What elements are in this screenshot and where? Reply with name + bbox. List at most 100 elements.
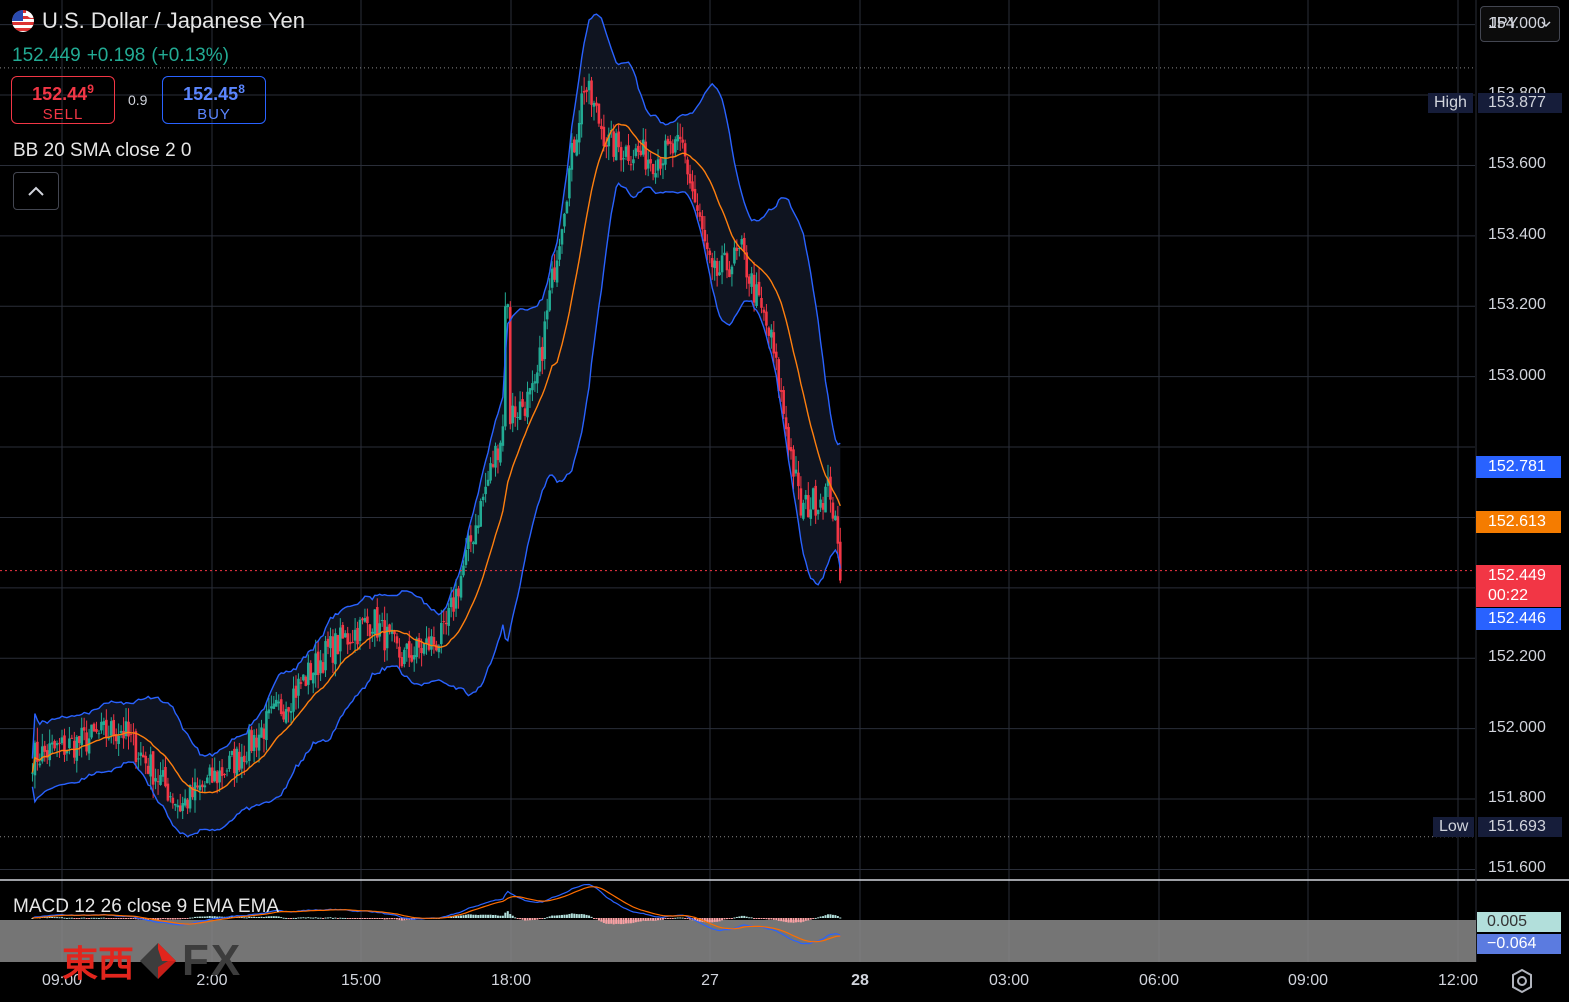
high-tag: High — [1428, 93, 1473, 113]
macd-histogram-bar — [536, 918, 539, 920]
candle-body — [826, 478, 830, 486]
price-tick: 153.400 — [1488, 225, 1546, 243]
macd-histogram-bar — [238, 917, 241, 919]
candle-body — [814, 485, 817, 516]
macd-histogram-bar — [339, 917, 342, 919]
macd-histogram-bar — [107, 918, 110, 919]
candle-body — [484, 486, 487, 495]
macd-histogram-bar — [290, 918, 293, 919]
macd-histogram-bar — [359, 918, 362, 919]
collapse-legend-button[interactable] — [13, 172, 59, 210]
macd-histogram-bar — [144, 918, 147, 920]
macd-histogram-bar — [287, 918, 290, 919]
macd-histogram-bar — [765, 918, 768, 920]
candle-body — [738, 247, 741, 249]
macd-histogram-bar — [809, 918, 812, 920]
macd-histogram-bar — [625, 918, 628, 924]
macd-histogram-bar — [391, 918, 394, 920]
macd-histogram-bar — [740, 915, 743, 918]
candle-body — [80, 727, 84, 745]
candle-body — [570, 142, 574, 170]
macd-histogram-bar — [583, 914, 586, 918]
candle-body — [55, 743, 59, 746]
macd-histogram-bar — [570, 913, 573, 918]
candle-body — [233, 748, 236, 774]
currency-select[interactable]: JPY — [1480, 6, 1560, 42]
candle-body — [417, 638, 421, 648]
macd-histogram-bar — [388, 918, 391, 920]
macd-histogram-bar — [206, 916, 209, 918]
macd-histogram-bar — [593, 918, 595, 919]
sell-button[interactable]: 152.449 SELL — [11, 76, 115, 124]
macd-histogram-bar — [129, 918, 132, 919]
candle-body — [703, 229, 707, 242]
macd-histogram-bar — [68, 917, 71, 919]
time-tick: 2:00 — [196, 972, 228, 989]
candle-body — [705, 242, 709, 250]
time-tick: 27 — [701, 972, 719, 989]
candle-body — [206, 777, 209, 784]
macd-histogram-bar — [90, 917, 93, 919]
macd-histogram-bar — [275, 916, 278, 918]
candle-body — [388, 624, 391, 631]
macd-histogram-bar — [457, 915, 460, 918]
bollinger-legend[interactable]: BB 20 SMA close 2 0 — [13, 140, 192, 161]
candle-body — [304, 676, 308, 686]
macd-histogram-bar — [787, 918, 790, 923]
candle-body — [48, 743, 51, 761]
macd-histogram-bar — [383, 918, 386, 920]
macd-histogram-bar — [203, 916, 206, 918]
candle-body — [109, 721, 113, 736]
candle-body — [63, 735, 66, 755]
candle-body — [592, 102, 596, 107]
macd-histogram-bar — [115, 918, 118, 919]
macd-histogram-bar — [679, 917, 682, 919]
macd-legend[interactable]: MACD 12 26 close 9 EMA EMA — [13, 896, 280, 917]
settings-gear-icon[interactable] — [1507, 966, 1537, 996]
macd-histogram-bar — [654, 918, 657, 921]
candle-body — [597, 103, 601, 124]
macd-histogram-bar — [568, 914, 571, 918]
macd-histogram-bar — [102, 917, 105, 919]
macd-histogram-bar — [649, 918, 652, 921]
candle-body — [95, 729, 98, 732]
candle-body — [432, 637, 436, 645]
macd-histogram-bar — [171, 918, 174, 920]
candle-body — [284, 709, 288, 723]
candle-body — [70, 737, 74, 739]
candle-body — [139, 752, 143, 756]
candle-body — [671, 143, 675, 154]
candle-body — [117, 735, 120, 744]
candle-body — [311, 672, 315, 684]
candle-body — [223, 774, 226, 776]
macd-histogram-bar — [743, 915, 746, 918]
current-price-badge: 152.449 00:22 — [1476, 565, 1561, 607]
candle-body — [494, 445, 497, 468]
macd-histogram-bar — [53, 917, 56, 919]
macd-histogram-bar — [790, 918, 793, 923]
candle-body — [430, 636, 433, 650]
macd-histogram-bar — [716, 918, 719, 922]
candle-body — [755, 284, 758, 306]
symbol-header[interactable]: U.S. Dollar / Japanese Yen — [12, 8, 305, 34]
macd-histogram-bar — [56, 917, 59, 919]
time-tick: 06:00 — [1138, 972, 1180, 989]
candle-body — [698, 212, 702, 217]
macd-histogram-bar — [492, 915, 495, 918]
candle-body — [383, 620, 386, 651]
macd-histogram-bar — [240, 917, 243, 919]
candle-body — [752, 274, 756, 303]
candle-body — [666, 138, 670, 145]
macd-histogram-bar — [351, 918, 354, 919]
price-change-pct: (+0.13%) — [151, 45, 229, 66]
macd-histogram-bar — [48, 917, 51, 919]
macd-histogram-bar — [735, 916, 738, 918]
macd-histogram-bar — [775, 918, 778, 921]
time-axis[interactable] — [0, 962, 1569, 1002]
candle-body — [526, 391, 529, 418]
candle-body — [339, 627, 342, 652]
buy-button[interactable]: 152.458 BUY — [162, 76, 266, 124]
macd-histogram-bar — [479, 914, 482, 918]
candle-body — [784, 417, 788, 430]
